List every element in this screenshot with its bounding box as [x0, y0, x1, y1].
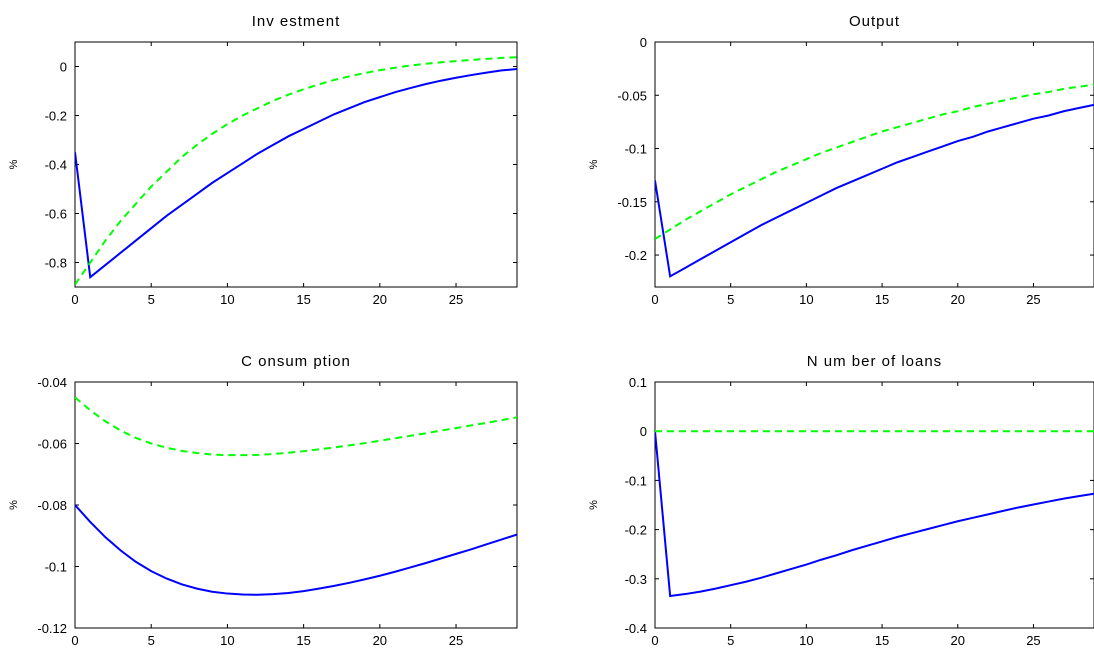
y-tick-label: 0: [640, 35, 647, 50]
y-tick-label: 0.1: [629, 375, 647, 390]
x-tick-label: 0: [71, 292, 78, 307]
subplot-0: Inv estment% 0 5 10 15 20 25 0 -0.2 -0.4 -0.6 -0.8: [8, 13, 518, 307]
x-tick-label: 20: [951, 633, 965, 648]
y-tick-label: -0.2: [625, 248, 647, 263]
x-tick-label: 25: [449, 292, 463, 307]
y-axis-label: %: [8, 500, 20, 510]
x-tick-label: 10: [220, 292, 234, 307]
axes-box: [654, 41, 1094, 288]
x-tick-label: 20: [373, 633, 387, 648]
y-tick-label: -0.8: [45, 256, 67, 271]
chart-title: C onsum ption: [241, 353, 351, 370]
y-tick-label: -0.2: [625, 523, 647, 538]
subplot-1: Output% 0 5 10 15 20 25 0 -0.05 -0.1 -0.15 -0.2: [588, 13, 1094, 307]
y-tick-label: -0.04: [37, 375, 67, 390]
subplot-2: C onsum ption% 0 5 10 15 20 25 -0.04 -0.06 -0.08 -…: [8, 353, 518, 648]
x-tick-label: 15: [296, 633, 310, 648]
y-tick-label: -0.4: [45, 158, 67, 173]
x-tick-label: 0: [71, 633, 78, 648]
x-tick-label: 20: [373, 292, 387, 307]
y-axis-label: %: [588, 159, 600, 169]
x-tick-label: 0: [651, 292, 658, 307]
series-line-0: [655, 431, 1094, 598]
chart-title: Output: [849, 13, 900, 30]
x-tick-label: 10: [220, 633, 234, 648]
x-tick-label: 5: [148, 633, 155, 648]
chart-title: N um ber of loans: [807, 353, 942, 370]
y-tick-label: -0.6: [45, 207, 67, 222]
x-tick-label: 10: [799, 633, 813, 648]
x-tick-label: 5: [727, 633, 734, 648]
series-line-0: [655, 103, 1094, 278]
x-tick-label: 5: [148, 292, 155, 307]
x-tick-label: 0: [651, 633, 658, 648]
y-tick-label: -0.2: [45, 109, 67, 124]
axes-box: [654, 381, 1094, 629]
y-tick-label: -0.4: [625, 621, 647, 636]
x-tick-label: 25: [449, 633, 463, 648]
series-line-1: [75, 56, 517, 286]
y-tick-label: -0.08: [37, 498, 67, 513]
x-tick-label: 25: [1026, 292, 1040, 307]
y-tick-label: -0.05: [617, 88, 647, 103]
y-tick-label: -0.1: [625, 142, 647, 157]
subplot-3: N um ber of loans% 0 5 10 15 20 25 0.1 0 -0.1 -0.2…: [588, 353, 1094, 648]
y-tick-label: 0: [640, 424, 647, 439]
y-axis-label: %: [588, 500, 600, 510]
x-tick-label: 25: [1026, 633, 1040, 648]
y-tick-label: -0.12: [37, 621, 67, 636]
y-tick-label: -0.1: [45, 560, 67, 575]
x-tick-label: 10: [799, 292, 813, 307]
y-tick-label: -0.3: [625, 572, 647, 587]
x-tick-label: 15: [296, 292, 310, 307]
series-line-1: [655, 83, 1094, 240]
series-line-0: [75, 67, 517, 280]
series-line-1: [75, 396, 517, 457]
y-tick-label: -0.15: [617, 195, 647, 210]
x-tick-label: 5: [727, 292, 734, 307]
x-tick-label: 15: [875, 633, 889, 648]
series-line-0: [75, 504, 517, 596]
chart-title: Inv estment: [252, 13, 341, 30]
y-tick-label: -0.06: [37, 437, 67, 452]
y-tick-label: -0.1: [625, 473, 647, 488]
x-tick-label: 20: [951, 292, 965, 307]
y-tick-label: 0: [60, 60, 67, 75]
x-tick-label: 15: [875, 292, 889, 307]
y-axis-label: %: [8, 159, 20, 169]
